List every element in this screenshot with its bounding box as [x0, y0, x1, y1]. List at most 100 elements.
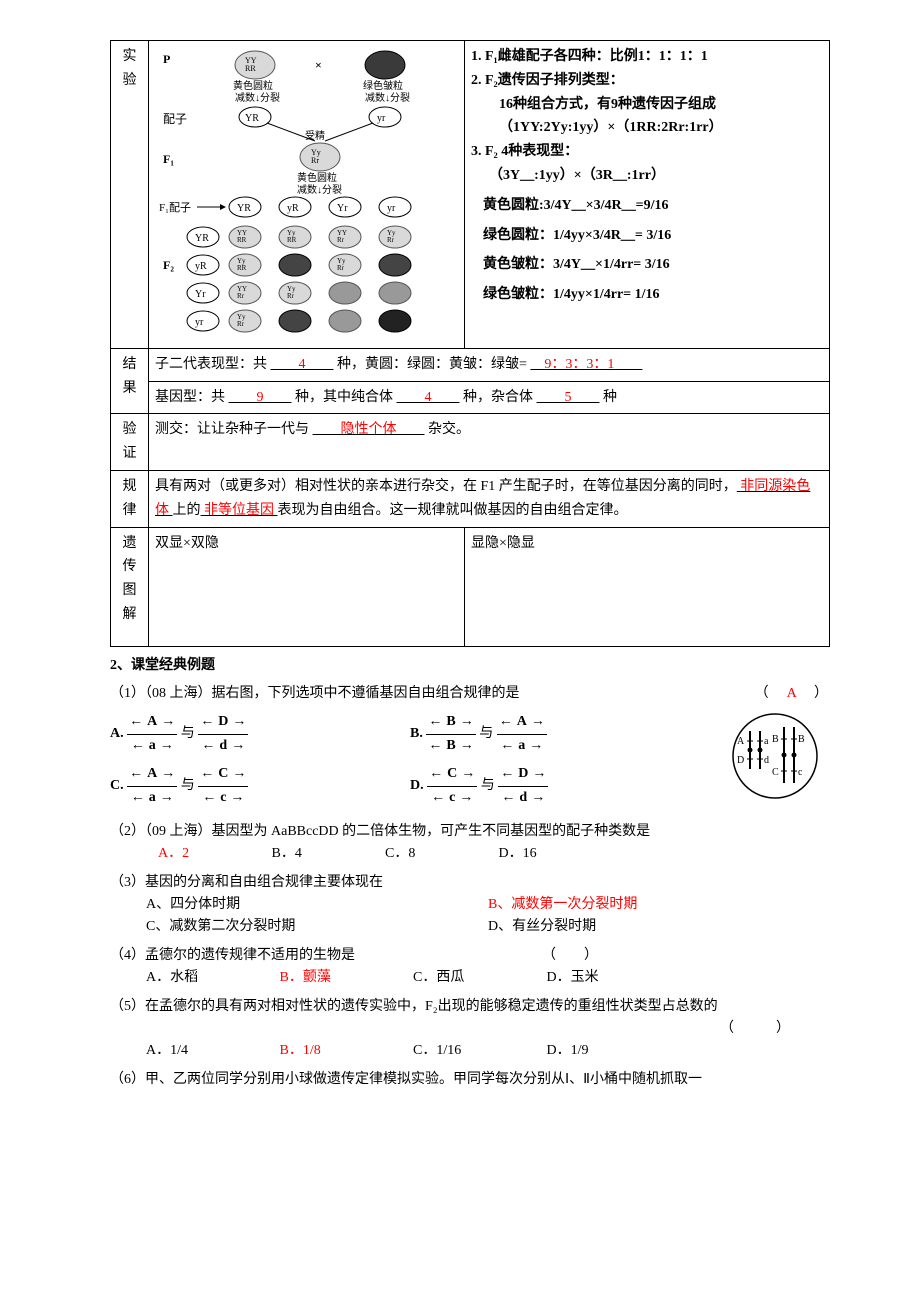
- question-6: （6）甲、乙两位同学分别用小球做遗传定律模拟实验。甲同学每次分别从Ⅰ、Ⅱ小桶中随…: [110, 1069, 830, 1091]
- svg-text:YR: YR: [245, 113, 259, 124]
- q3-optB: B、减数第一次分裂时期: [488, 894, 830, 916]
- q4-optC: C．西瓜: [413, 967, 543, 989]
- svg-text:RR: RR: [237, 264, 247, 272]
- label-experiment: 实验: [111, 41, 149, 349]
- row-result: 结果 子二代表现型：共 4 种，黄圆：绿圆：黄皱：绿皱= 9：3：3：1: [111, 348, 830, 381]
- q5-optB: B．1/8: [280, 1040, 410, 1062]
- question-1: （1）（08 上海）据右图，下列选项中不遵循基因自由组合规律的是 （ A ） A…: [110, 683, 830, 815]
- q2-optD: D．16: [499, 843, 609, 865]
- svg-text:a: a: [764, 736, 769, 747]
- row-experiment: 实验 P YYRR 黄色圆粒 减数↓分裂 × 绿色皱粒 减数↓分裂 配子 YR …: [111, 41, 830, 349]
- row-result2: 基因型：共 9 种，其中纯合体 4 种，杂合体 5 种: [111, 381, 830, 414]
- q2-optA: A．2: [158, 843, 268, 865]
- svg-text:yr: yr: [195, 317, 204, 328]
- svg-text:YR: YR: [195, 233, 209, 244]
- q5-paren: （ ）: [110, 1018, 830, 1040]
- row-verify: 验证 测交：让让杂种子一代与 隐性个体 杂交。: [111, 414, 830, 471]
- page-container: 实验 P YYRR 黄色圆粒 减数↓分裂 × 绿色皱粒 减数↓分裂 配子 YR …: [0, 0, 920, 1137]
- svg-text:yR: yR: [195, 261, 207, 272]
- q4-optA: A．水稻: [146, 967, 276, 989]
- q5-stem: （5）在孟德尔的具有两对相对性状的遗传实验中，F₂出现的能够稳定遗传的重组性状类…: [110, 996, 830, 1018]
- question-3: （3）基因的分离和自由组合规律主要体现在 A、四分体时期 B、减数第一次分裂时期…: [110, 872, 830, 939]
- exp-line3: 3. F₂ 4种表现型：: [471, 140, 823, 164]
- q2-stem: （2）（09 上海）基因型为 AaBBccDD 的二倍体生物，可产生不同基因型的…: [110, 821, 830, 843]
- svg-text:×: ×: [315, 58, 322, 72]
- row-diagram: 遗传图解 双显×双隐 显隐×隐显: [111, 527, 830, 646]
- svg-text:Rr: Rr: [287, 292, 295, 300]
- svg-text:Rr: Rr: [237, 292, 245, 300]
- svg-text:绿色皱粒: 绿色皱粒: [363, 79, 403, 92]
- svg-text:D: D: [737, 755, 744, 766]
- q2-options: A．2 B．4 C．8 D．16: [110, 843, 830, 865]
- svg-text:C: C: [772, 767, 779, 778]
- svg-text:c: c: [798, 767, 803, 778]
- exp-line7: 绿色皱粒：1/4yy×1/4rr= 1/16: [471, 283, 823, 307]
- diagram-right: 显隐×隐显: [465, 527, 830, 646]
- q5-optD: D．1/9: [547, 1040, 677, 1062]
- q1-answer-paren: （ A ）: [755, 683, 830, 705]
- q3-optC: C、减数第二次分裂时期: [146, 916, 488, 938]
- diagram-left: 双显×双隐: [149, 527, 465, 646]
- punnett-diagram: P YYRR 黄色圆粒 减数↓分裂 × 绿色皱粒 减数↓分裂 配子 YR yr …: [155, 45, 455, 335]
- svg-text:A: A: [737, 736, 745, 747]
- svg-text:Rr: Rr: [387, 236, 395, 244]
- q4-optB: B．颤藻: [280, 967, 410, 989]
- q3-optA: A、四分体时期: [146, 894, 488, 916]
- exp-line1: 1. F₁雌雄配子各四种：比例1：1：1：1: [471, 45, 823, 69]
- svg-text:YR: YR: [237, 203, 251, 214]
- svg-text:黄色圆粒: 黄色圆粒: [297, 171, 337, 184]
- exp-line6: 黄色皱粒：3/4Y＿×1/4rr= 3/16: [471, 253, 823, 277]
- svg-text:yR: yR: [287, 203, 299, 214]
- section-2-title: 2、课堂经典例题: [110, 655, 830, 677]
- svg-text:Rr: Rr: [311, 156, 319, 165]
- exp-line2c: （1YY:2Yy:1yy）×（1RR:2Rr:1rr）: [471, 116, 823, 140]
- q4-optD: D．玉米: [547, 967, 677, 989]
- q2-optC: C．8: [385, 843, 495, 865]
- q4-stem: （4）孟德尔的遗传规律不适用的生物是: [110, 948, 355, 963]
- svg-text:Rr: Rr: [237, 320, 245, 328]
- result-line2: 基因型：共 9 种，其中纯合体 4 种，杂合体 5 种: [149, 381, 830, 414]
- svg-text:Yr: Yr: [195, 289, 206, 300]
- q1-optA: A. ←A→←a→ 与 ←D→←d→: [110, 711, 410, 757]
- exp-line3b: （3Y＿:1yy）×（3R＿:1rr）: [471, 164, 823, 188]
- svg-text:受精: 受精: [305, 129, 325, 142]
- svg-text:RR: RR: [287, 236, 297, 244]
- exp-line5: 绿色圆粒：1/4yy×3/4R＿= 3/16: [471, 224, 823, 248]
- q3-stem: （3）基因的分离和自由组合规律主要体现在: [110, 872, 830, 894]
- label-verify: 验证: [111, 414, 149, 471]
- svg-text:F₁配子: F₁配子: [159, 201, 191, 214]
- svg-text:yr: yr: [387, 203, 396, 214]
- svg-text:Rr: Rr: [337, 236, 345, 244]
- svg-text:配子: 配子: [163, 112, 187, 126]
- svg-text:Yr: Yr: [337, 203, 348, 214]
- question-4: （4）孟德尔的遗传规律不适用的生物是 （ ） A．水稻 B．颤藻 C．西瓜 D．…: [110, 945, 830, 990]
- q1-stem: （1）（08 上海）据右图，下列选项中不遵循基因自由组合规律的是: [110, 683, 520, 705]
- svg-text:Rr: Rr: [337, 264, 345, 272]
- experiment-diagram-cell: P YYRR 黄色圆粒 减数↓分裂 × 绿色皱粒 减数↓分裂 配子 YR yr …: [149, 41, 465, 349]
- main-table: 实验 P YYRR 黄色圆粒 减数↓分裂 × 绿色皱粒 减数↓分裂 配子 YR …: [110, 40, 830, 647]
- q5-optA: A．1/4: [146, 1040, 276, 1062]
- verify-content: 测交：让让杂种子一代与 隐性个体 杂交。: [149, 414, 830, 471]
- svg-text:减数↓分裂: 减数↓分裂: [365, 91, 410, 104]
- exp-line2b: 16种组合方式，有9种遗传因子组成: [471, 93, 823, 117]
- svg-text:RR: RR: [245, 64, 256, 73]
- svg-text:F₁: F₁: [163, 152, 174, 166]
- q4-options: A．水稻 B．颤藻 C．西瓜 D．玉米: [110, 967, 830, 989]
- result-line1: 子二代表现型：共 4 种，黄圆：绿圆：黄皱：绿皱= 9：3：3：1: [149, 348, 830, 381]
- experiment-explanation: 1. F₁雌雄配子各四种：比例1：1：1：1 2. F₂遗传因子排列类型： 16…: [465, 41, 830, 349]
- svg-text:d: d: [764, 755, 769, 766]
- question-5: （5）在孟德尔的具有两对相对性状的遗传实验中，F₂出现的能够稳定遗传的重组性状类…: [110, 996, 830, 1063]
- q5-optC: C．1/16: [413, 1040, 543, 1062]
- label-rule: 规律: [111, 470, 149, 527]
- svg-text:RR: RR: [237, 236, 247, 244]
- q3-optD: D、有丝分裂时期: [488, 916, 830, 938]
- q4-paren: （ ）: [542, 948, 598, 963]
- exp-line2: 2. F₂遗传因子排列类型：: [471, 69, 823, 93]
- q1-optC: C. ←A→←a→ 与 ←C→←c→: [110, 763, 410, 809]
- q5-options: A．1/4 B．1/8 C．1/16 D．1/9: [110, 1040, 830, 1062]
- svg-text:减数↓分裂: 减数↓分裂: [297, 183, 342, 196]
- q2-optB: B．4: [272, 843, 382, 865]
- q6-stem: （6）甲、乙两位同学分别用小球做遗传定律模拟实验。甲同学每次分别从Ⅰ、Ⅱ小桶中随…: [110, 1069, 830, 1091]
- q1-optD: D. ←C→←c→ 与 ←D→←d→: [410, 763, 548, 809]
- label-result: 结果: [111, 348, 149, 414]
